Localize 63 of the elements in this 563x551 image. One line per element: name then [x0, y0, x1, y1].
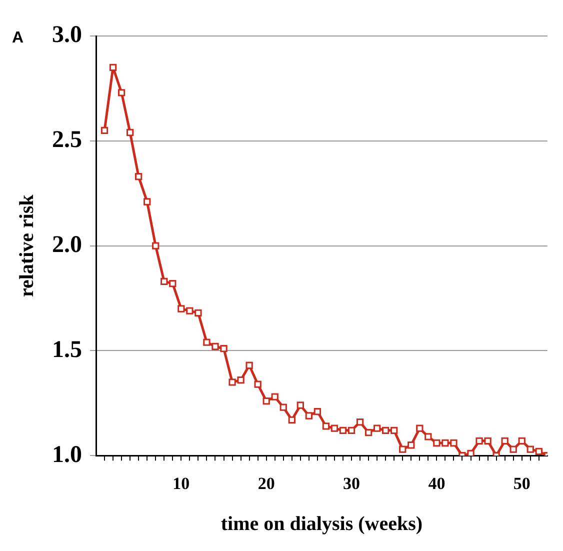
- point: [288, 416, 296, 424]
- point: [237, 376, 244, 384]
- y-tick-label: 2.0: [52, 232, 82, 258]
- point: [416, 424, 424, 432]
- x-tick-label: 40: [428, 474, 446, 494]
- point: [501, 437, 508, 444]
- point: [314, 408, 322, 416]
- point: [373, 424, 381, 432]
- point: [510, 446, 517, 453]
- point: [246, 362, 253, 369]
- point: [364, 428, 372, 436]
- point: [424, 433, 432, 440]
- point: [450, 439, 458, 447]
- y-tick-label: 1.5: [52, 336, 82, 363]
- point: [144, 198, 151, 206]
- x-tick-label: 10: [172, 474, 190, 494]
- point: [160, 278, 168, 286]
- y-tick-label: 3.0: [52, 22, 82, 48]
- y-tick-label: 1.0: [52, 442, 82, 468]
- point: [280, 404, 287, 411]
- point: [408, 442, 415, 449]
- point: [526, 446, 534, 453]
- point: [467, 450, 474, 456]
- point: [484, 437, 492, 444]
- point: [442, 439, 449, 447]
- x-tick-label: 20: [258, 474, 275, 494]
- point: [382, 426, 390, 434]
- point: [305, 412, 313, 420]
- point: [109, 64, 117, 72]
- point: [535, 448, 542, 455]
- y-tick-label: 2.5: [52, 127, 82, 154]
- point: [271, 393, 278, 400]
- point: [254, 380, 262, 388]
- point: [399, 446, 406, 453]
- point: [100, 126, 108, 134]
- x-tick-label: 30: [343, 474, 360, 494]
- point: [296, 402, 304, 409]
- point: [339, 426, 347, 434]
- point: [203, 338, 210, 346]
- point: [194, 309, 202, 317]
- point: [152, 242, 160, 250]
- x-tick-label: 50: [513, 474, 530, 494]
- point: [262, 397, 270, 405]
- point: [186, 307, 194, 314]
- point: [118, 89, 126, 96]
- point: [476, 437, 483, 444]
- y-axis-title: relative risk: [16, 194, 38, 297]
- point: [390, 426, 398, 434]
- point: [518, 437, 526, 444]
- point: [330, 424, 338, 432]
- point: [135, 172, 142, 180]
- point: [220, 345, 228, 352]
- text: A: [12, 29, 24, 46]
- point: [228, 378, 236, 386]
- x-axis-title: time on dialysis (weeks): [220, 513, 423, 536]
- point: [433, 439, 440, 447]
- point: [322, 422, 330, 430]
- point: [169, 280, 176, 288]
- point: [348, 426, 356, 434]
- point: [178, 305, 185, 312]
- point: [356, 418, 364, 426]
- point: [212, 342, 219, 350]
- point: [126, 128, 134, 136]
